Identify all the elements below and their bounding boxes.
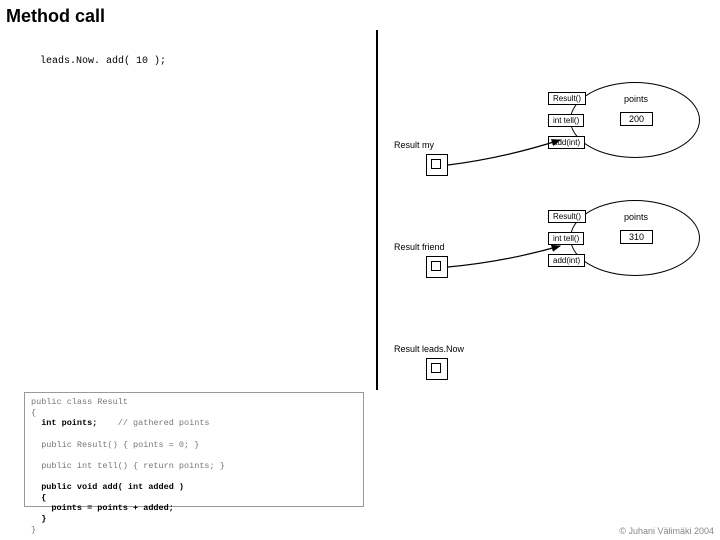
code-l2-bold: int points; <box>31 418 97 428</box>
code-l6: public int tell() { return points; } <box>31 461 225 471</box>
code-l2-gray: // gathered points <box>97 418 209 428</box>
code-bold-1: { <box>31 493 46 503</box>
code-block: public class Result { int points; // gat… <box>24 392 364 507</box>
code-l12: } <box>31 525 36 535</box>
code-l0: public class Result <box>31 397 128 407</box>
code-l4: public Result() { points = 0; } <box>31 440 199 450</box>
code-bold-3: } <box>31 514 46 524</box>
credit-text: © Juhani Välimäki 2004 <box>619 526 714 536</box>
code-bold-2: points = points + added; <box>31 503 174 513</box>
code-l1: { <box>31 408 36 418</box>
code-bold-0: public void add( int added ) <box>31 482 184 492</box>
